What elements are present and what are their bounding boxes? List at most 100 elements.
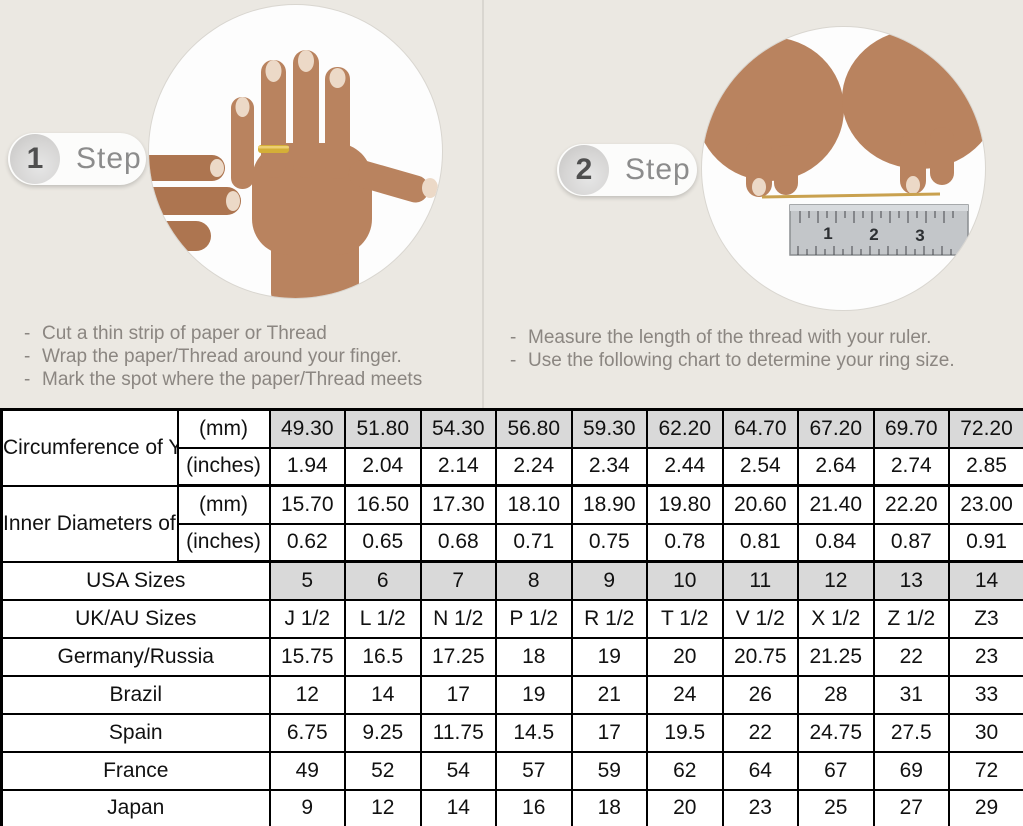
size-value: 30 bbox=[948, 712, 1023, 753]
left-hand bbox=[702, 37, 844, 181]
size-value: 67 bbox=[797, 750, 875, 791]
table-row: (inches) 1.94 2.04 2.14 2.24 2.34 2.44 2.54 2.64… bbox=[2, 446, 1023, 487]
measure-group-label: Inner Diameters of Rings bbox=[0, 484, 179, 563]
measure-value: 0.81 bbox=[721, 522, 799, 563]
size-value: V 1/2 bbox=[721, 598, 799, 639]
measure-value: 67.20 bbox=[797, 408, 875, 449]
measure-value: 23.00 bbox=[948, 484, 1023, 525]
measure-value: 2.85 bbox=[948, 446, 1023, 487]
size-value: P 1/2 bbox=[495, 598, 573, 639]
size-system-label: Japan bbox=[0, 788, 271, 826]
middle-finger bbox=[293, 50, 319, 178]
measure-value: 0.91 bbox=[948, 522, 1023, 563]
size-value: 12 bbox=[797, 560, 875, 601]
table-row: Japan 9 12 14 16 18 20 23 25 27 29 bbox=[0, 788, 1023, 826]
left-nail bbox=[752, 178, 766, 196]
size-value: 14 bbox=[419, 788, 497, 826]
size-value: 49 bbox=[268, 750, 346, 791]
instruction-section: 1 2 3 1 Step 2 Step - Cut a thin strip of… bbox=[0, 0, 1023, 408]
size-value: 6.75 bbox=[268, 712, 346, 753]
size-value: 69 bbox=[872, 750, 950, 791]
measure-value: 22.20 bbox=[872, 484, 950, 525]
thumb-nail bbox=[422, 178, 438, 198]
measure-value: 2.04 bbox=[344, 446, 422, 487]
step-2-instructions: - Measure the length of the thread with y… bbox=[506, 326, 955, 372]
table-row: Spain 6.75 9.25 11.75 14.5 17 19.5 22 24.75 27.5 3… bbox=[0, 712, 1023, 753]
measure-value: 15.70 bbox=[268, 484, 346, 525]
measure-value: 0.68 bbox=[419, 522, 497, 563]
size-value: 23 bbox=[948, 636, 1023, 677]
size-value: R 1/2 bbox=[570, 598, 648, 639]
instruction-item: - Mark the spot where the paper/Thread me… bbox=[20, 368, 422, 391]
size-value: 12 bbox=[344, 788, 422, 826]
instruction-text: Use the following chart to determine you… bbox=[528, 350, 955, 371]
helper-nail-2 bbox=[226, 191, 240, 211]
helper-nail-1 bbox=[210, 159, 224, 177]
size-system-label: USA Sizes bbox=[0, 560, 271, 601]
size-value: 27 bbox=[872, 788, 950, 826]
helper-finger-2 bbox=[149, 187, 241, 215]
measure-value: 49.30 bbox=[268, 408, 346, 449]
measure-value: 2.74 bbox=[872, 446, 950, 487]
size-value: 16.5 bbox=[344, 636, 422, 677]
size-value: 28 bbox=[797, 674, 875, 715]
size-system-label: Germany/Russia bbox=[0, 636, 271, 677]
step-1-instructions: - Cut a thin strip of paper or Thread - Wra… bbox=[20, 322, 422, 391]
size-value: 17 bbox=[419, 674, 497, 715]
measure-value: 59.30 bbox=[570, 408, 648, 449]
right-nail bbox=[906, 176, 920, 194]
thumb bbox=[348, 160, 429, 203]
size-value: 17.25 bbox=[419, 636, 497, 677]
size-value: 19 bbox=[495, 674, 573, 715]
measure-value: 2.34 bbox=[570, 446, 648, 487]
step-1-badge: 1 Step bbox=[8, 133, 146, 185]
ruler-number-1: 1 bbox=[823, 224, 832, 243]
size-value: 9 bbox=[268, 788, 346, 826]
measure-value: 0.71 bbox=[495, 522, 573, 563]
measure-value: 18.10 bbox=[495, 484, 573, 525]
instruction-text: Wrap the paper/Thread around your finger… bbox=[42, 346, 402, 367]
size-value: 29 bbox=[948, 788, 1023, 826]
size-value: 13 bbox=[872, 560, 950, 601]
ruler-number-2: 2 bbox=[869, 225, 878, 244]
size-system-label: Brazil bbox=[0, 674, 271, 715]
instruction-text: Cut a thin strip of paper or Thread bbox=[42, 323, 327, 344]
table-row: Germany/Russia 15.75 16.5 17.25 18 19 20 20.75 2… bbox=[0, 636, 1023, 677]
measure-value: 62.20 bbox=[646, 408, 724, 449]
index-nail bbox=[329, 68, 346, 88]
step-2-label: Step bbox=[625, 153, 691, 186]
size-value: 19.5 bbox=[646, 712, 724, 753]
size-value: 20.75 bbox=[721, 636, 799, 677]
measure-value: 69.70 bbox=[872, 408, 950, 449]
table-row: Brazil 12 14 17 19 21 24 26 28 31 33 bbox=[0, 674, 1023, 715]
gold-ring-highlight bbox=[258, 146, 289, 149]
bullet-dash: - bbox=[24, 346, 31, 367]
size-value: 11.75 bbox=[419, 712, 497, 753]
step-2-badge: 2 Step bbox=[557, 144, 697, 196]
measure-value: 16.50 bbox=[344, 484, 422, 525]
size-value: 72 bbox=[948, 750, 1023, 791]
size-value: 27.5 bbox=[872, 712, 950, 753]
measure-value: 56.80 bbox=[495, 408, 573, 449]
thread bbox=[761, 192, 941, 199]
ring-size-conversion-table: Circumference of Your Finger(mm)49.3051.… bbox=[0, 408, 1023, 826]
instruction-item: - Use the following chart to determine yo… bbox=[506, 349, 955, 372]
measure-value: 18.90 bbox=[570, 484, 648, 525]
measure-value: 54.30 bbox=[419, 408, 497, 449]
size-system-label: UK/AU Sizes bbox=[0, 598, 271, 639]
size-value: 9 bbox=[570, 560, 648, 601]
size-value: X 1/2 bbox=[797, 598, 875, 639]
unit-label: (mm) bbox=[176, 484, 271, 525]
instruction-item: - Measure the length of the thread with y… bbox=[506, 326, 955, 349]
measure-value: 0.75 bbox=[570, 522, 648, 563]
size-value: 64 bbox=[721, 750, 799, 791]
measure-value: 0.62 bbox=[268, 522, 346, 563]
table-row: Inner Diameters of Rings(mm)15.7016.5017… bbox=[0, 484, 1023, 563]
instruction-text: Measure the length of the thread with yo… bbox=[528, 327, 932, 348]
size-value: 25 bbox=[797, 788, 875, 826]
size-value: 14 bbox=[344, 674, 422, 715]
size-value: 9.25 bbox=[344, 712, 422, 753]
size-value: 15.75 bbox=[268, 636, 346, 677]
middle-nail bbox=[298, 50, 314, 72]
